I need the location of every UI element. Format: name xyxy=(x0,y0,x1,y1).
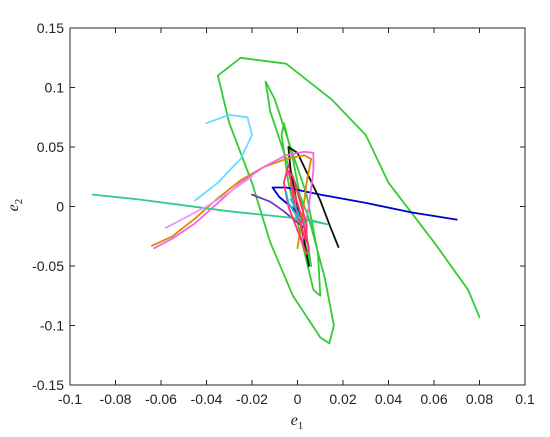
series-line-8 xyxy=(283,163,310,255)
x-tick-label: -0.08 xyxy=(100,391,132,407)
y-tick-label: -0.1 xyxy=(40,318,64,334)
x-tick-label: 0.1 xyxy=(515,391,535,407)
x-tick-label: 0.08 xyxy=(466,391,493,407)
x-tick-label: -0.02 xyxy=(236,391,268,407)
y-tick-label: 0.1 xyxy=(45,80,65,96)
x-tick-label: -0.1 xyxy=(58,391,82,407)
axes-layer: -0.1 -0.08 -0.06 -0.04 -0.02 0 0.02 0.04 0.06 0.0… xyxy=(32,20,535,407)
x-tick-label: -0.04 xyxy=(191,391,223,407)
series-line-5 xyxy=(151,154,312,250)
series-line-3 xyxy=(251,193,306,229)
y-axis-label: e2 xyxy=(5,199,25,212)
x-tick-label: 0.04 xyxy=(375,391,402,407)
series-line-6 xyxy=(153,150,315,250)
series-line-10 xyxy=(164,175,253,229)
x-tick-label: 0 xyxy=(294,391,302,407)
y-tick-label: -0.05 xyxy=(32,258,64,274)
y-tick-label: 0.15 xyxy=(37,20,64,36)
x-tick-label: 0.02 xyxy=(329,391,356,407)
plot-layer xyxy=(91,56,481,345)
series-line-1 xyxy=(217,56,481,345)
x-tick-label: -0.06 xyxy=(145,391,177,407)
x-axis-label: e1 xyxy=(291,412,304,432)
y-tick-label: 0.05 xyxy=(37,139,64,155)
series-line-9 xyxy=(285,191,301,220)
y-tick-label: 0 xyxy=(56,199,64,215)
y-tick-label: -0.15 xyxy=(32,377,64,393)
series-line-11 xyxy=(194,114,253,202)
series-line-7 xyxy=(91,193,328,226)
x-tick-label: 0.06 xyxy=(420,391,447,407)
